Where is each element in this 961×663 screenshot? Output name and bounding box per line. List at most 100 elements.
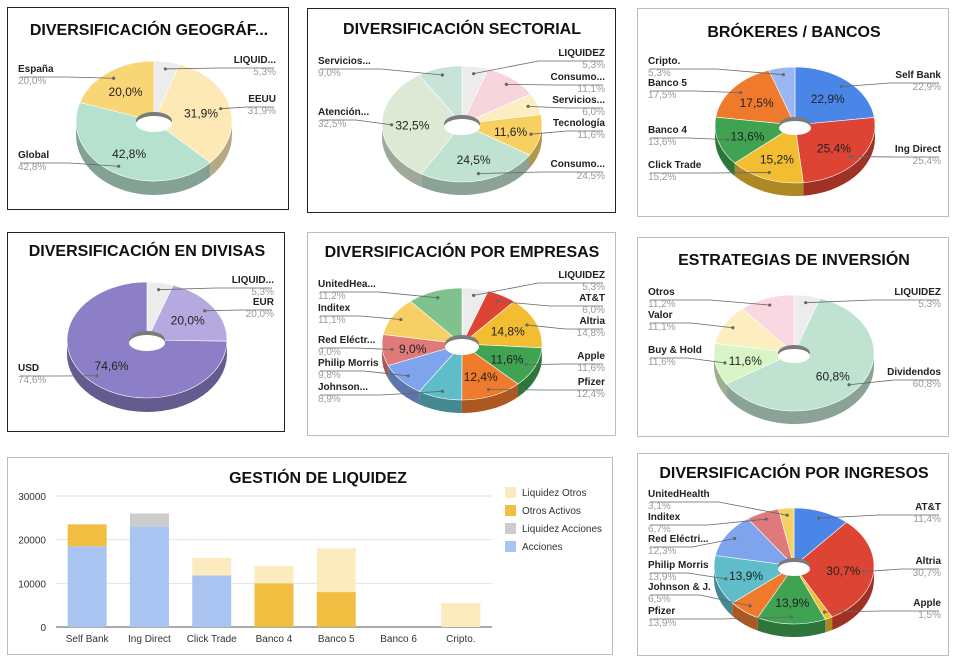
slice-percent-label: 11,6% [729, 354, 762, 368]
slice-name-label: Pfizer [578, 377, 605, 388]
label-leader-line [320, 347, 393, 350]
slice-value-label: 9,0% [318, 68, 341, 79]
x-tick-label: Banco 5 [318, 634, 355, 645]
legend-label: Liquidez Acciones [522, 524, 602, 535]
pie-hole [136, 116, 172, 132]
label-leader-dot [781, 73, 785, 77]
slice-value-label: 5,3% [648, 68, 671, 79]
y-tick-label: 20000 [18, 536, 46, 547]
slice-value-label: 6,7% [648, 524, 671, 535]
label-leader-dot [847, 383, 851, 387]
bar-segment [316, 592, 356, 627]
slice-name-label: Apple [913, 598, 941, 609]
pie-slice-side [529, 124, 542, 169]
slice-value-label: 11,4% [913, 514, 941, 525]
slice-percent-label: 13,6% [730, 129, 764, 143]
brokers-pie-panel: BRÓKERES / BANCOS 22,9% 25,4% 15,2% 13,6% 17,… [637, 8, 949, 217]
label-leader-dot [839, 85, 844, 89]
slice-percent-label: 9,0% [399, 342, 427, 356]
strategies-pie-panel: ESTRATEGIAS DE INVERSIÓN 60,8% 11,6% LIQUID… [637, 237, 949, 437]
slice-name-label: Dividendos [887, 367, 941, 378]
label-leader-line [650, 299, 770, 306]
strategies-pie-chart: ESTRATEGIAS DE INVERSIÓN 60,8% 11,6% LIQUID… [648, 250, 941, 424]
pie-slice [794, 117, 876, 184]
pie-hole [778, 562, 810, 576]
label-leader-line [818, 514, 939, 519]
pie-slice-side [726, 353, 874, 424]
brokers-pie-chart: BRÓKERES / BANCOS 22,9% 25,4% 15,2% 13,6% 17,… [648, 22, 942, 196]
label-leader-dot [723, 361, 727, 365]
slice-name-label: Servicios... [318, 56, 371, 67]
label-leader-dot [733, 536, 737, 541]
label-leader-line [497, 300, 603, 307]
slice-name-label: EEUU [248, 94, 276, 105]
slice-name-label: Inditex [648, 512, 681, 523]
slice-name-label: UnitedHea... [318, 279, 376, 290]
slice-percent-label: 20,0% [171, 313, 205, 327]
label-leader-dot [524, 363, 528, 367]
legend-label: Otros Activos [522, 506, 581, 517]
label-leader-dot [112, 76, 116, 80]
pie-side-walls [76, 121, 232, 196]
label-leader-line [650, 518, 767, 526]
slice-name-label: UnitedHealth [648, 489, 710, 500]
pie-side-walls [382, 344, 542, 413]
label-leader-dot [219, 107, 223, 111]
pie-slice [734, 124, 804, 184]
slice-percent-label: 60,8% [816, 369, 850, 383]
slice-value-label: 32,5% [318, 119, 346, 130]
bar-segment [67, 524, 107, 547]
label-leader-dot [789, 615, 794, 619]
slice-value-label: 60,8% [913, 379, 941, 390]
slice-percent-label: 24,5% [457, 153, 491, 167]
legend-label: Acciones [522, 542, 563, 553]
label-leader-line [650, 594, 751, 607]
legend-label: Liquidez Otros [522, 488, 586, 499]
pie-side-walls [715, 125, 875, 196]
pie-slice [418, 65, 463, 125]
chart-title: DIVERSIFICACIÓN GEOGRÁF... [30, 20, 268, 39]
slice-name-label: Cripto. [648, 56, 680, 67]
slice-name-label: Johnson... [318, 382, 368, 393]
pie-hole [779, 121, 811, 135]
x-tick-label: Cripto. [446, 634, 475, 645]
pie-slice-side [421, 155, 530, 195]
slice-value-label: 6,0% [582, 107, 605, 118]
label-leader-line [650, 357, 725, 364]
label-leader-dot [768, 303, 772, 307]
liquidity-bar-chart: GESTIÓN DE LIQUIDEZ 0 10000 20000 30000 Self … [18, 468, 602, 645]
slice-name-label: Inditex [318, 303, 351, 314]
slice-name-label: LIQUIDEZ [558, 270, 605, 281]
slice-name-label: España [18, 64, 54, 75]
slice-name-label: LIQUID... [234, 55, 276, 66]
geographic-pie-chart: DIVERSIFICACIÓN GEOGRÁF... 31,9% 42,8% 20,0… [18, 20, 276, 196]
slice-percent-label: 25,4% [817, 141, 851, 155]
pie-slice [768, 66, 796, 126]
chart-title: DIVERSIFICACIÓN EN DIVISAS [29, 241, 266, 260]
sector-pie-panel: DIVERSIFICACIÓN SECTORIAL 11,6% 24,5% 32,5%… [307, 8, 616, 213]
bar-segment [254, 565, 294, 584]
pie-side-walls [714, 353, 874, 424]
label-leader-line [473, 60, 603, 75]
pie-slice [714, 518, 795, 567]
slice-name-label: Banco 5 [648, 78, 687, 89]
label-leader-dot [529, 132, 533, 136]
pie-slice-side [517, 347, 542, 397]
slice-value-label: 22,9% [913, 82, 941, 93]
pie-slice-side [210, 121, 232, 177]
label-leader-line [849, 379, 939, 386]
pie-slice [146, 284, 228, 342]
label-leader-line [650, 501, 788, 516]
pie-slice [153, 63, 233, 163]
pie-slice [741, 294, 795, 354]
legend-swatch [505, 541, 516, 552]
slice-value-label: 13,9% [648, 572, 676, 583]
slice-value-label: 17,5% [648, 90, 676, 101]
slice-value-label: 14,8% [577, 328, 605, 339]
geographic-pie-panel: DIVERSIFICACIÓN GEOGRÁF... 31,9% 42,8% 20,0… [7, 7, 289, 210]
slice-name-label: Apple [577, 351, 605, 362]
slice-value-label: 31,9% [248, 106, 276, 117]
slice-value-label: 11,6% [577, 130, 605, 141]
slice-name-label: LIQUID... [232, 275, 274, 286]
label-leader-dot [117, 164, 121, 168]
